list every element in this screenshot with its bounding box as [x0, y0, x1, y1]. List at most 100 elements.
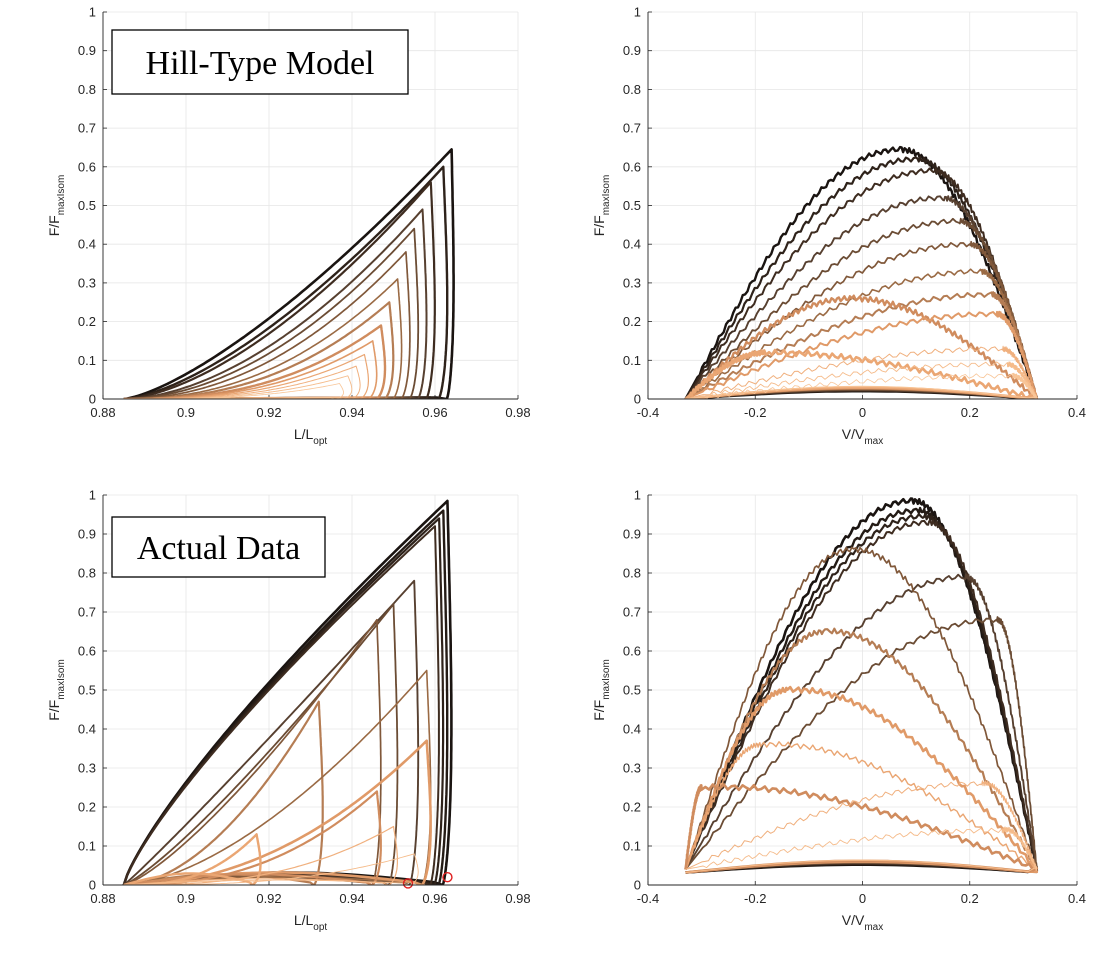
x-tick-label: 0.98	[505, 891, 530, 906]
y-tick-label: 0.8	[623, 82, 641, 97]
y-tick-label: 0	[89, 392, 96, 407]
y-tick-label: 1	[89, 488, 96, 503]
x-axis-label: V/Vmax	[842, 426, 883, 447]
y-tick-label: 0.9	[78, 527, 96, 542]
y-tick-label: 0.4	[623, 722, 641, 737]
series-loop	[122, 499, 453, 885]
y-tick-label: 0.1	[78, 839, 96, 854]
series-loop	[123, 165, 449, 399]
series-loop	[123, 227, 420, 399]
series-loop	[123, 278, 403, 399]
x-axis-label: V/Vmax	[842, 912, 883, 933]
y-tick-label: 0.2	[78, 800, 96, 815]
chart-panel-top-right: -0.4 -0.2 0 0.2 0.4 0 0.1 0.2 0.3 0.4 0.5 0.6 0.7 0.8…	[591, 5, 1086, 448]
y-tick-label: 0.1	[623, 839, 641, 854]
y-tick-label: 0.7	[623, 605, 641, 620]
series-loop	[123, 251, 411, 399]
chart-panel-bottom-right: -0.4 -0.2 0 0.2 0.4 0 0.1 0.2 0.3 0.4 0.5 0.6 0.7 0.8…	[591, 488, 1086, 934]
x-axis-label: L/Lopt	[294, 426, 328, 447]
y-axis-label: F/FmaxIsom	[591, 175, 612, 237]
series-loop	[685, 826, 1038, 873]
y-tick-label: 1	[634, 488, 641, 503]
series-loop	[123, 301, 395, 399]
y-tick-label: 0.5	[78, 198, 96, 213]
y-axis-label: F/FmaxIsom	[46, 659, 67, 721]
x-tick-label: 0.9	[177, 891, 195, 906]
x-tick-label: 0	[859, 405, 866, 420]
annotation-box	[111, 516, 326, 578]
y-tick-label: 0.9	[623, 43, 641, 58]
y-tick-label: 0.3	[78, 761, 96, 776]
x-tick-label: 0.88	[90, 405, 115, 420]
x-tick-label: -0.2	[744, 405, 766, 420]
series-loop	[123, 324, 387, 399]
x-tick-label: 0.92	[256, 891, 281, 906]
series-group	[122, 499, 453, 885]
x-tick-label: 0.92	[256, 405, 281, 420]
x-tick-label: 0.2	[961, 405, 979, 420]
y-tick-label: 0.9	[78, 43, 96, 58]
y-tick-label: 0.2	[623, 314, 641, 329]
series-loop	[122, 509, 449, 885]
y-tick-label: 1	[634, 5, 641, 20]
y-tick-label: 0.6	[623, 159, 641, 174]
y-axis-label: F/FmaxIsom	[46, 175, 67, 237]
series-group	[684, 145, 1039, 399]
x-tick-label: 0.96	[422, 405, 447, 420]
series-loop	[123, 181, 436, 399]
y-tick-label: 0.5	[623, 198, 641, 213]
series-loop	[123, 208, 428, 399]
y-tick-label: 0	[89, 878, 96, 893]
annotation-text: Hill-Type Model	[146, 45, 375, 82]
x-tick-label: 0.88	[90, 891, 115, 906]
y-tick-label: 0.4	[78, 722, 96, 737]
y-tick-label: 0.2	[78, 314, 96, 329]
y-tick-label: 0.7	[623, 121, 641, 136]
x-tick-label: 0.2	[961, 891, 979, 906]
y-tick-label: 0.2	[623, 800, 641, 815]
annotation-text: Actual Data	[137, 530, 300, 567]
y-tick-label: 0.3	[623, 275, 641, 290]
y-axis-label: F/FmaxIsom	[591, 659, 612, 721]
series-loop	[123, 739, 432, 885]
x-tick-label: 0.98	[505, 405, 530, 420]
x-tick-label: 0.94	[339, 405, 364, 420]
series-loop	[123, 148, 455, 399]
y-tick-label: 0	[634, 878, 641, 893]
annotation-box	[111, 29, 409, 95]
series-group	[684, 497, 1039, 874]
y-tick-label: 0	[634, 392, 641, 407]
y-tick-label: 0.5	[623, 683, 641, 698]
chart-panel-top-left: 0.88 0.9 0.92 0.94 0.96 0.98 0 0.1 0.2 0.3 0.4 0.5 0…	[46, 5, 531, 448]
chart-panel-bottom-left: 0.88 0.9 0.92 0.94 0.96 0.98 0 0.1 0.2 0.3 0.4 0.5 0…	[46, 488, 531, 934]
x-tick-label: 0.96	[422, 891, 447, 906]
y-tick-label: 0.1	[78, 353, 96, 368]
y-tick-label: 0.1	[623, 353, 641, 368]
x-tick-label: 0.9	[177, 405, 195, 420]
y-tick-label: 0.7	[78, 605, 96, 620]
x-tick-label: 0.94	[339, 891, 364, 906]
series-loop	[685, 372, 1038, 399]
y-tick-label: 0.9	[623, 527, 641, 542]
y-tick-label: 0.4	[623, 237, 641, 252]
data-marker	[442, 872, 453, 883]
y-tick-label: 0.6	[623, 644, 641, 659]
series-group	[123, 148, 455, 399]
series-loop	[123, 825, 398, 885]
y-tick-label: 0.8	[78, 82, 96, 97]
series-loop	[122, 525, 440, 885]
y-tick-label: 0.4	[78, 237, 96, 252]
x-tick-label: 0	[859, 891, 866, 906]
series-loop	[122, 517, 445, 885]
x-axis-label: L/Lopt	[294, 912, 328, 933]
y-tick-label: 0.3	[623, 761, 641, 776]
y-tick-label: 0.7	[78, 121, 96, 136]
y-tick-label: 0.5	[78, 683, 96, 698]
x-tick-label: -0.4	[637, 891, 659, 906]
y-tick-label: 0.8	[623, 566, 641, 581]
series-loop	[123, 833, 262, 885]
x-tick-label: -0.2	[744, 891, 766, 906]
y-tick-label: 0.8	[78, 566, 96, 581]
y-tick-label: 0.6	[78, 644, 96, 659]
